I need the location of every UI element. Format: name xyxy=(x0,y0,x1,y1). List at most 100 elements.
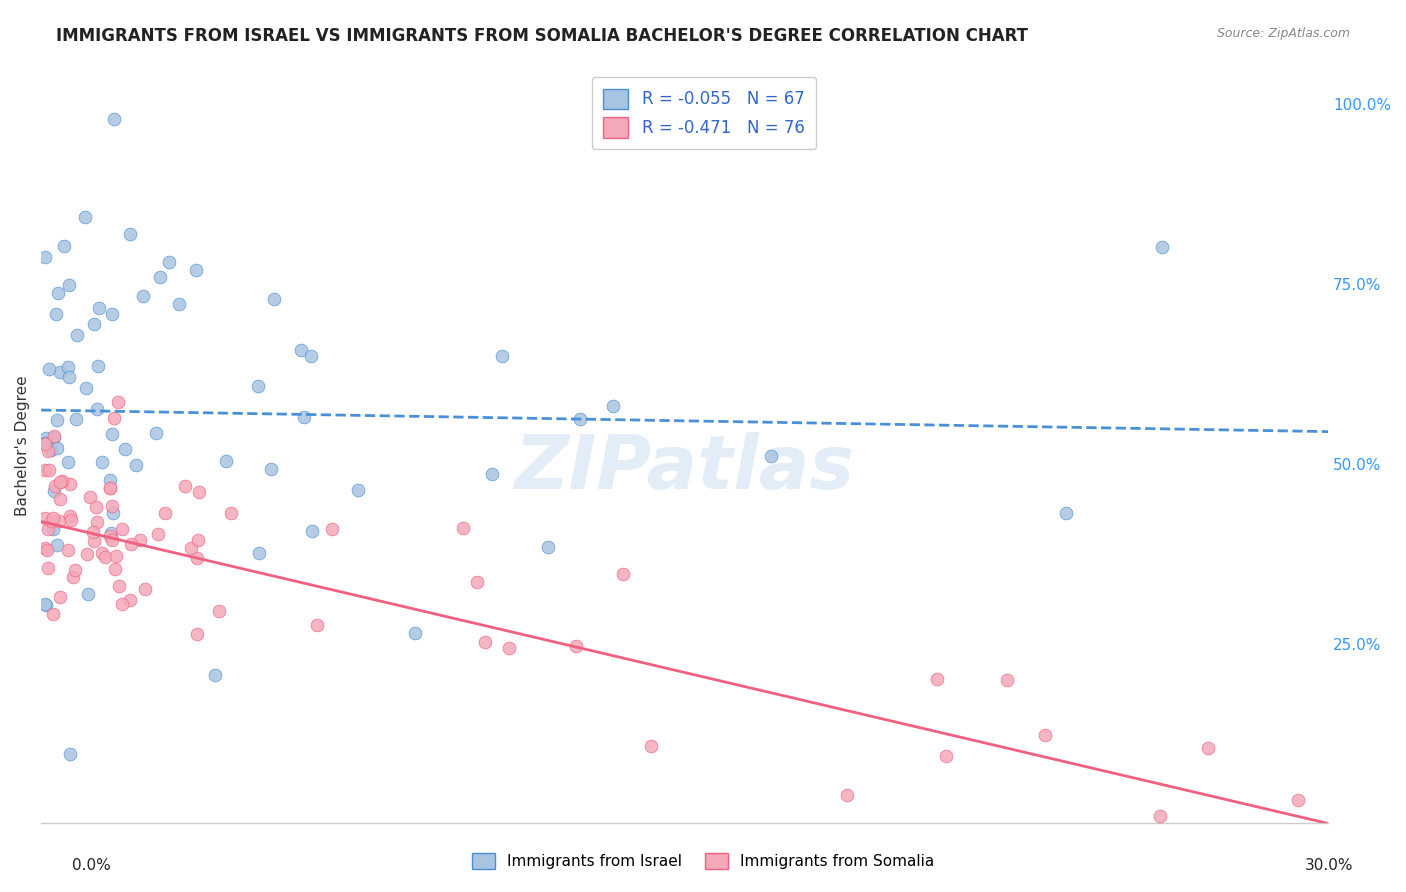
Point xyxy=(65,411,87,425)
Point xyxy=(491,349,513,363)
Point xyxy=(602,400,624,414)
Point xyxy=(246,379,269,393)
Point xyxy=(35,599,58,613)
Point xyxy=(45,441,67,455)
Point xyxy=(569,411,592,425)
Point xyxy=(98,482,121,496)
Point xyxy=(128,533,150,547)
Point xyxy=(498,640,520,655)
Point xyxy=(84,500,107,514)
Point xyxy=(219,506,242,520)
Point xyxy=(451,521,474,535)
Point xyxy=(935,749,957,764)
Point xyxy=(307,618,329,632)
Point xyxy=(107,394,129,409)
Point xyxy=(404,626,426,640)
Point xyxy=(83,533,105,548)
Point xyxy=(58,370,80,384)
Point xyxy=(1197,740,1219,755)
Point xyxy=(48,590,70,604)
Point xyxy=(186,263,208,277)
Point xyxy=(247,545,270,559)
Point xyxy=(37,542,59,557)
Point xyxy=(100,306,122,320)
Point xyxy=(111,522,134,536)
Point xyxy=(537,540,560,554)
Point xyxy=(263,292,285,306)
Point xyxy=(167,297,190,311)
Point xyxy=(104,562,127,576)
Text: Source: ZipAtlas.com: Source: ZipAtlas.com xyxy=(1216,27,1350,40)
Text: ZIPatlas: ZIPatlas xyxy=(515,432,855,505)
Point xyxy=(100,474,122,488)
Point xyxy=(103,507,125,521)
Y-axis label: Bachelor's Degree: Bachelor's Degree xyxy=(15,376,30,516)
Point xyxy=(149,270,172,285)
Point xyxy=(73,211,96,225)
Point xyxy=(120,537,142,551)
Point xyxy=(204,667,226,681)
Point xyxy=(46,286,69,301)
Point xyxy=(188,484,211,499)
Point xyxy=(612,567,634,582)
Point xyxy=(48,514,70,528)
Point xyxy=(66,328,89,343)
Point xyxy=(207,604,229,618)
Point xyxy=(995,673,1018,687)
Point xyxy=(53,238,76,252)
Point xyxy=(120,227,142,241)
Point xyxy=(292,409,315,424)
Point xyxy=(101,500,124,514)
Point xyxy=(38,463,60,477)
Point xyxy=(1054,506,1077,520)
Point xyxy=(100,526,122,541)
Point xyxy=(34,437,56,451)
Point xyxy=(44,430,66,444)
Point xyxy=(49,475,72,489)
Point xyxy=(180,541,202,556)
Point xyxy=(56,359,79,374)
Point xyxy=(98,481,121,495)
Point xyxy=(38,362,60,376)
Point xyxy=(45,538,67,552)
Legend: Immigrants from Israel, Immigrants from Somalia: Immigrants from Israel, Immigrants from … xyxy=(465,847,941,875)
Point xyxy=(100,533,122,547)
Point xyxy=(927,672,949,686)
Point xyxy=(640,739,662,753)
Point xyxy=(56,543,79,558)
Point xyxy=(101,427,124,442)
Point xyxy=(134,582,156,596)
Point xyxy=(34,251,56,265)
Point xyxy=(187,533,209,548)
Point xyxy=(1149,808,1171,822)
Point xyxy=(125,458,148,472)
Point xyxy=(299,349,322,363)
Point xyxy=(37,443,59,458)
Point xyxy=(346,483,368,497)
Point xyxy=(83,317,105,331)
Point xyxy=(215,454,238,468)
Point xyxy=(82,525,104,540)
Point xyxy=(835,788,858,802)
Point xyxy=(59,512,82,526)
Point xyxy=(59,747,82,761)
Point xyxy=(37,561,59,575)
Point xyxy=(104,549,127,563)
Point xyxy=(41,522,63,536)
Point xyxy=(76,547,98,561)
Point xyxy=(146,526,169,541)
Point xyxy=(98,528,121,542)
Point xyxy=(186,550,208,565)
Point xyxy=(79,491,101,505)
Point xyxy=(34,597,56,611)
Point xyxy=(321,522,343,536)
Point xyxy=(94,550,117,565)
Point xyxy=(34,436,56,450)
Legend: R = -0.055   N = 67, R = -0.471   N = 76: R = -0.055 N = 67, R = -0.471 N = 76 xyxy=(592,77,817,149)
Point xyxy=(59,477,82,491)
Point xyxy=(58,277,80,292)
Point xyxy=(260,462,283,476)
Point xyxy=(1035,728,1057,742)
Text: 0.0%: 0.0% xyxy=(72,858,111,873)
Point xyxy=(290,343,312,357)
